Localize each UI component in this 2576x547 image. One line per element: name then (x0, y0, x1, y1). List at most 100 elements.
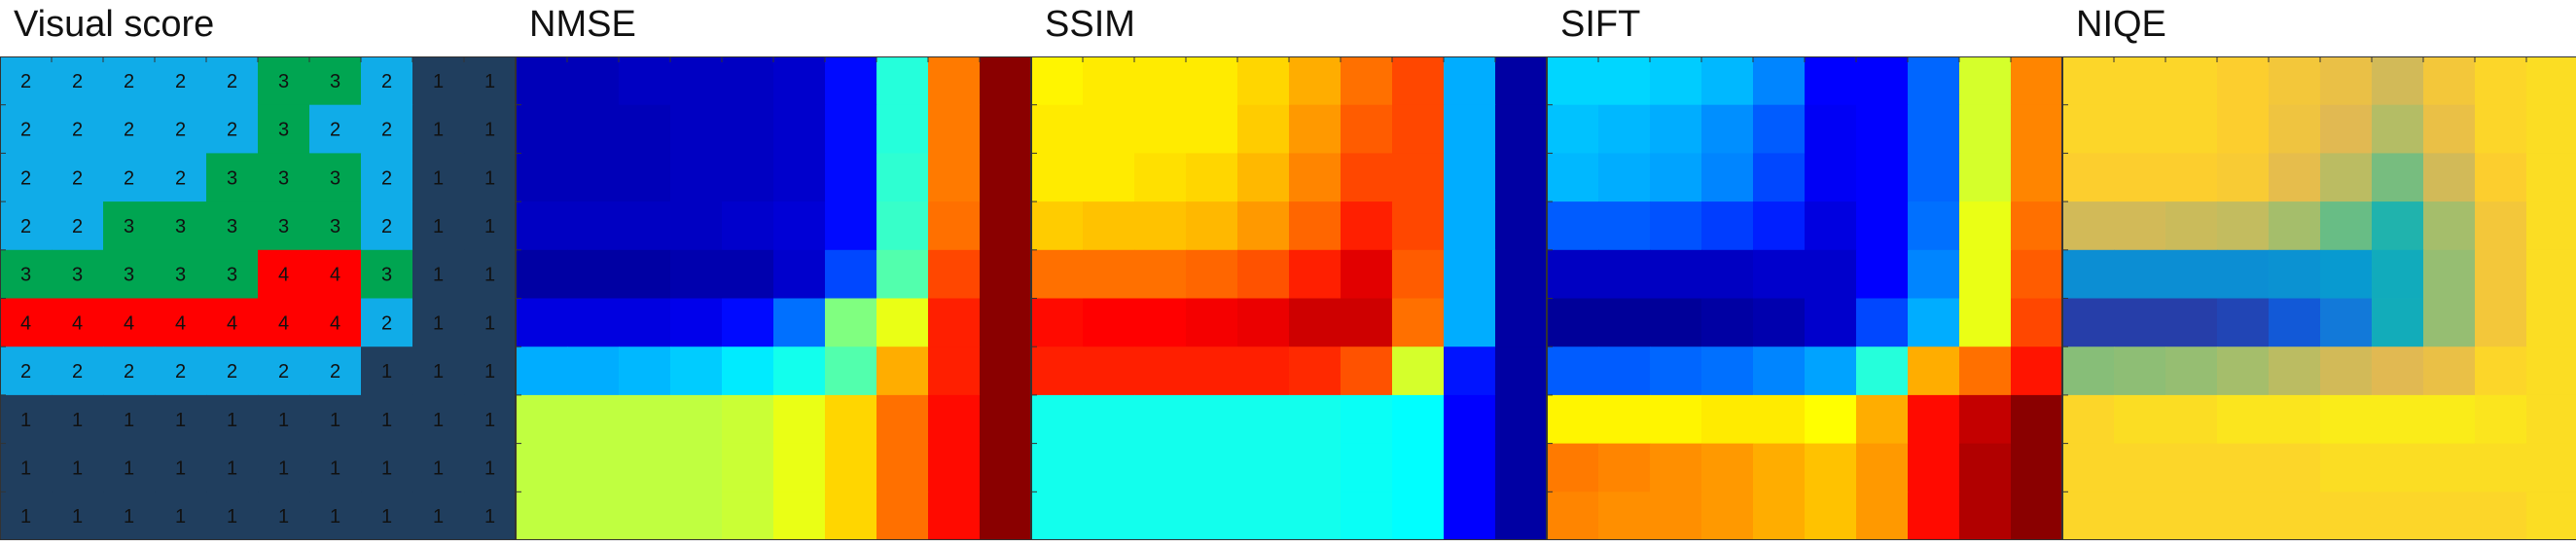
ssim-panel: SSIM (1031, 0, 1547, 547)
cell-value-label: 2 (72, 216, 83, 237)
cell-value-label: 1 (381, 457, 392, 479)
heatmap-cell (1083, 298, 1135, 347)
heatmap-cell (2011, 56, 2062, 106)
heatmap-cell (52, 249, 104, 300)
heatmap-cell (877, 104, 929, 154)
heatmap-cell (155, 443, 207, 492)
heatmap-cell (1547, 153, 1599, 202)
niqe-panel: NIQE (2062, 0, 2576, 547)
heatmap-cell (1908, 298, 1960, 347)
heatmap-cell (1908, 104, 1960, 154)
heatmap-cell (2011, 298, 2062, 347)
heatmap-cell (1908, 346, 1960, 396)
heatmap-cell (877, 298, 929, 347)
heatmap-cell (2526, 492, 2576, 540)
heatmap-cell (619, 104, 671, 154)
heatmap-cell (1959, 104, 2012, 154)
heatmap-cell (0, 104, 53, 154)
heatmap-cell (1805, 492, 1857, 540)
heatmap-cell (1856, 298, 1909, 347)
heatmap-cell (1444, 249, 1496, 300)
cell-value-label: 1 (278, 410, 289, 431)
heatmap-cell (1959, 201, 2012, 251)
cell-value-label: 4 (227, 312, 237, 334)
heatmap-cell (825, 298, 877, 347)
heatmap-cell (1392, 346, 1445, 396)
heatmap-cell (2165, 249, 2218, 300)
heatmap-cell (1134, 298, 1187, 347)
heatmap-cell (103, 443, 156, 492)
heatmap-cell (1083, 249, 1135, 300)
heatmap-cell (412, 104, 465, 154)
heatmap-cell (567, 104, 620, 154)
cell-value-label: 1 (484, 312, 495, 334)
heatmap-cell (1186, 201, 1238, 251)
heatmap-cell (670, 249, 723, 300)
heatmap-cell (1753, 492, 1806, 540)
heatmap-cell (722, 346, 774, 396)
heatmap-cell (980, 394, 1031, 445)
heatmap-cell (1289, 492, 1342, 540)
heatmap-cell (2114, 443, 2166, 492)
heatmap-cell (2423, 492, 2476, 540)
heatmap-cell (773, 346, 826, 396)
heatmap-cell (516, 492, 568, 540)
cell-value-label: 4 (175, 312, 186, 334)
heatmap-cell (2475, 492, 2527, 540)
heatmap-cell (567, 298, 620, 347)
heatmap-cell (619, 443, 671, 492)
heatmap-cell (1598, 201, 1651, 251)
heatmap-cell (2372, 298, 2424, 347)
heatmap-cell (1392, 201, 1445, 251)
cell-value-label: 1 (484, 361, 495, 383)
heatmap-cell (1341, 249, 1393, 300)
heatmap-cell (567, 443, 620, 492)
heatmap-cell (1753, 249, 1806, 300)
heatmap-cell (2423, 249, 2476, 300)
heatmap-cell (1753, 443, 1806, 492)
heatmap-cell (1856, 104, 1909, 154)
heatmap-cell (877, 249, 929, 300)
heatmap-cell (980, 298, 1031, 347)
heatmap-cell (1959, 346, 2012, 396)
heatmap-cell (1598, 298, 1651, 347)
heatmap-cell (1908, 492, 1960, 540)
cell-value-label: 1 (72, 457, 83, 479)
heatmap-cell (1341, 394, 1393, 445)
heatmap-cell (2320, 201, 2373, 251)
cell-value-label: 1 (227, 410, 237, 431)
panel-title: NIQE (2076, 4, 2166, 45)
heatmap-cell (1083, 394, 1135, 445)
heatmap-cell (722, 153, 774, 202)
heatmap-cell (2372, 492, 2424, 540)
heatmap-cell (2423, 298, 2476, 347)
heatmap-cell (1186, 346, 1238, 396)
heatmap-cell (1083, 492, 1135, 540)
heatmap-cell (1341, 153, 1393, 202)
heatmap-cell (2011, 201, 2062, 251)
cell-value-label: 4 (20, 312, 31, 334)
heatmap-cell (928, 104, 981, 154)
heatmap-cell (2372, 249, 2424, 300)
heatmap-cell (2217, 56, 2270, 106)
heatmap-cell (361, 201, 413, 251)
heatmap-cell (825, 249, 877, 300)
heatmap-cell (2011, 443, 2062, 492)
heatmap-cell (464, 249, 516, 300)
heatmap-cell (1289, 394, 1342, 445)
heatmap-cell (619, 153, 671, 202)
heatmap-cell (2475, 56, 2527, 106)
heatmap-cell (928, 443, 981, 492)
cell-value-label: 3 (20, 265, 31, 286)
heatmap-cell (412, 56, 465, 106)
heatmap-cell (1547, 394, 1599, 445)
heatmap-cell (670, 153, 723, 202)
heatmap-cell (2165, 346, 2218, 396)
cell-value-label: 1 (227, 457, 237, 479)
heatmap-cell (2114, 249, 2166, 300)
heatmap-cell (103, 153, 156, 202)
cell-value-label: 3 (175, 216, 186, 237)
heatmap-cell (1392, 298, 1445, 347)
heatmap-cell (722, 443, 774, 492)
heatmap-cell (825, 201, 877, 251)
